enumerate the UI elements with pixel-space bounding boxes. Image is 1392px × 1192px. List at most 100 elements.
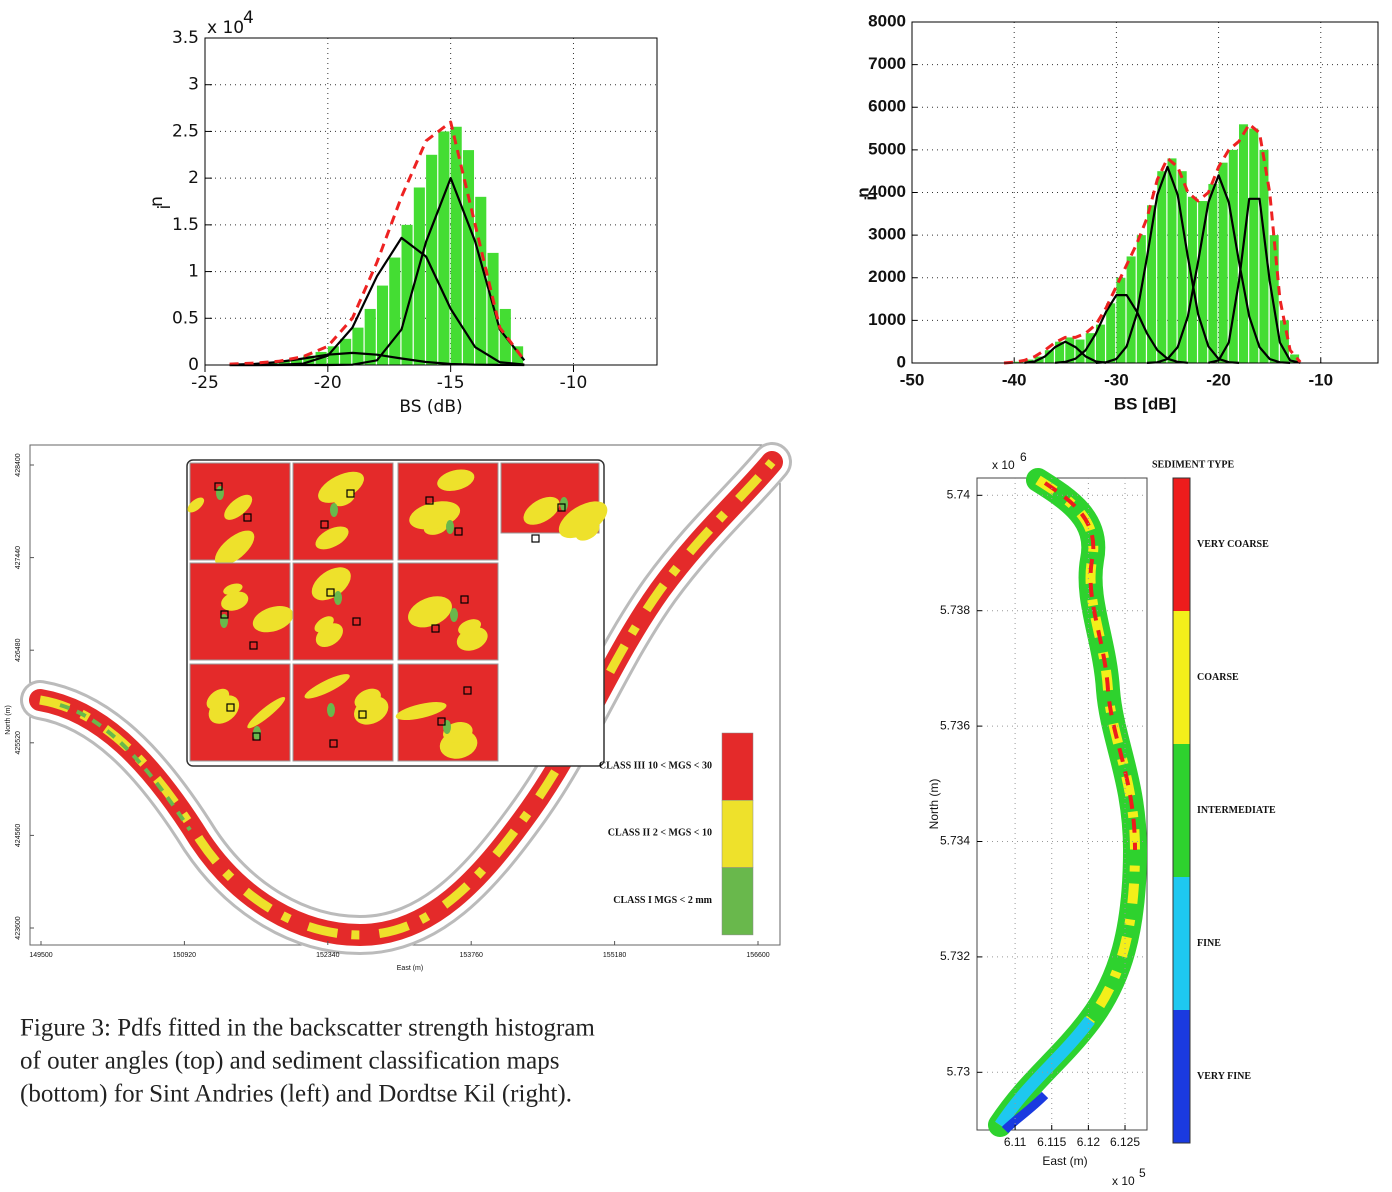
x-axis-label: BS [dB]	[1114, 394, 1176, 413]
caption-line: of outer angles (top) and sediment class…	[20, 1048, 559, 1075]
colorbar-segment	[1173, 611, 1190, 744]
histogram-right: -50 -40 -30 -20 -10 0 1000 2000 3000 4000 5000 6000…	[853, 11, 1379, 413]
caption-line: Figure 3: Pdfs fitted in the backscatter…	[20, 1015, 595, 1042]
histogram-bar	[1177, 171, 1187, 363]
inset-patch	[223, 583, 243, 595]
legend-label: CLASS II 2 < MGS < 10	[608, 828, 712, 839]
plot-frame	[911, 21, 1379, 364]
colorbar-segment	[1173, 877, 1190, 1010]
legend-swatch	[721, 867, 754, 936]
y-tick-label: 5000	[868, 139, 906, 158]
histogram-bar	[450, 126, 462, 365]
river-class-1	[59, 703, 192, 832]
colorbar-label: VERY COARSE	[1197, 539, 1269, 550]
inset-patch	[437, 469, 475, 491]
sample-box	[437, 717, 446, 726]
histogram-bar	[438, 131, 450, 365]
sample-box	[531, 534, 540, 543]
y-tick-label: 2	[188, 168, 199, 188]
legend-label: CLASS III 10 < MGS < 30	[599, 760, 712, 771]
inset-patch	[408, 596, 452, 628]
histogram-bar	[1147, 205, 1157, 363]
x-tick-label: -25	[191, 373, 219, 393]
colorbar: SEDIMENT TYPE VERY COARSE COARSE INTERMEDIA…	[1152, 459, 1276, 1144]
sample-box	[226, 703, 235, 712]
y-tick-label: 428400	[15, 453, 22, 476]
sample-box	[460, 595, 469, 604]
x-tick-label: 6.11	[1004, 1135, 1027, 1149]
sample-box	[425, 496, 434, 505]
histogram-bar	[413, 187, 425, 365]
colorbar-label: COARSE	[1197, 672, 1239, 683]
y-multiplier: x 10	[992, 458, 1015, 472]
y-axis-label: North (m)	[927, 779, 941, 830]
x-tick-label: -40	[1002, 370, 1027, 389]
histogram-bar	[1116, 277, 1126, 363]
y-tick-label: 6000	[868, 97, 906, 116]
x-exponent: 5	[1139, 1166, 1146, 1180]
histogram-bar	[475, 196, 487, 365]
inset-patch	[224, 494, 253, 520]
histogram-bar	[1044, 350, 1054, 363]
inset-patch	[252, 606, 294, 633]
histogram-bar	[1167, 158, 1177, 363]
colorbar-label: FINE	[1197, 938, 1221, 949]
y-tick-label: 5.74	[947, 487, 971, 501]
y-tick-label: 2.5	[172, 121, 199, 141]
fitted-curve	[1024, 340, 1107, 364]
x-tick-label: 6.125	[1110, 1135, 1140, 1149]
sample-box	[214, 482, 223, 491]
inset-patch	[443, 720, 451, 734]
inset-patch	[318, 471, 364, 503]
sample-box	[463, 686, 472, 695]
y-axis-label: n	[147, 196, 167, 207]
y-tick-label: 425520	[15, 731, 22, 754]
histogram-bar	[1259, 149, 1269, 363]
inset-patch	[206, 688, 230, 710]
histogram-bar	[1055, 341, 1065, 363]
x-tick-label: -10	[1308, 370, 1333, 389]
caption: Figure 3: Pdfs fitted in the backscatter…	[20, 1015, 595, 1108]
y-tick-label: 5.732	[940, 949, 970, 963]
fitted-curve	[1055, 294, 1188, 364]
inset-patch	[221, 591, 249, 611]
histogram-bar	[1065, 337, 1075, 363]
river-class-2	[39, 459, 776, 940]
inset-patch	[558, 501, 608, 539]
x-tick-label: -10	[560, 373, 588, 393]
inset-patch	[450, 608, 458, 622]
sample-box	[557, 503, 566, 512]
y-tick-label: 2000	[868, 267, 906, 286]
y-multiplier: x 10	[207, 18, 244, 38]
x-multiplier: x 10	[1112, 1174, 1135, 1188]
inset-tile	[189, 663, 291, 762]
y-tick-label: 427440	[15, 546, 22, 569]
plot-frame	[204, 37, 658, 366]
envelope-curve	[1003, 122, 1302, 365]
x-tick-label: -30	[1104, 370, 1129, 389]
y-axis-label-subscript: i	[155, 205, 175, 210]
inset-patch	[330, 503, 338, 517]
colorbar-segment	[1173, 478, 1190, 611]
y-tick-label: 426480	[15, 638, 22, 661]
colorbar-label: INTERMEDIATE	[1197, 805, 1276, 816]
y-exponent: 6	[1020, 450, 1027, 464]
x-tick-label: 153760	[460, 952, 483, 959]
sample-box	[329, 739, 338, 748]
y-tick-label: 1	[188, 262, 199, 282]
fitted-curve	[1208, 197, 1301, 364]
histogram-bar	[303, 355, 315, 365]
y-axis-label-subscript: i	[861, 196, 880, 201]
histogram-bar	[426, 154, 438, 365]
histogram-bar	[1085, 333, 1095, 363]
sample-box	[352, 617, 361, 626]
histogram-bar	[389, 257, 401, 365]
fitted-curve	[1146, 174, 1291, 364]
sample-box	[431, 624, 440, 633]
inset-patch	[327, 703, 335, 717]
y-exponent: 4	[243, 8, 254, 28]
y-tick-label: 3	[188, 75, 199, 95]
sample-box	[252, 732, 261, 741]
